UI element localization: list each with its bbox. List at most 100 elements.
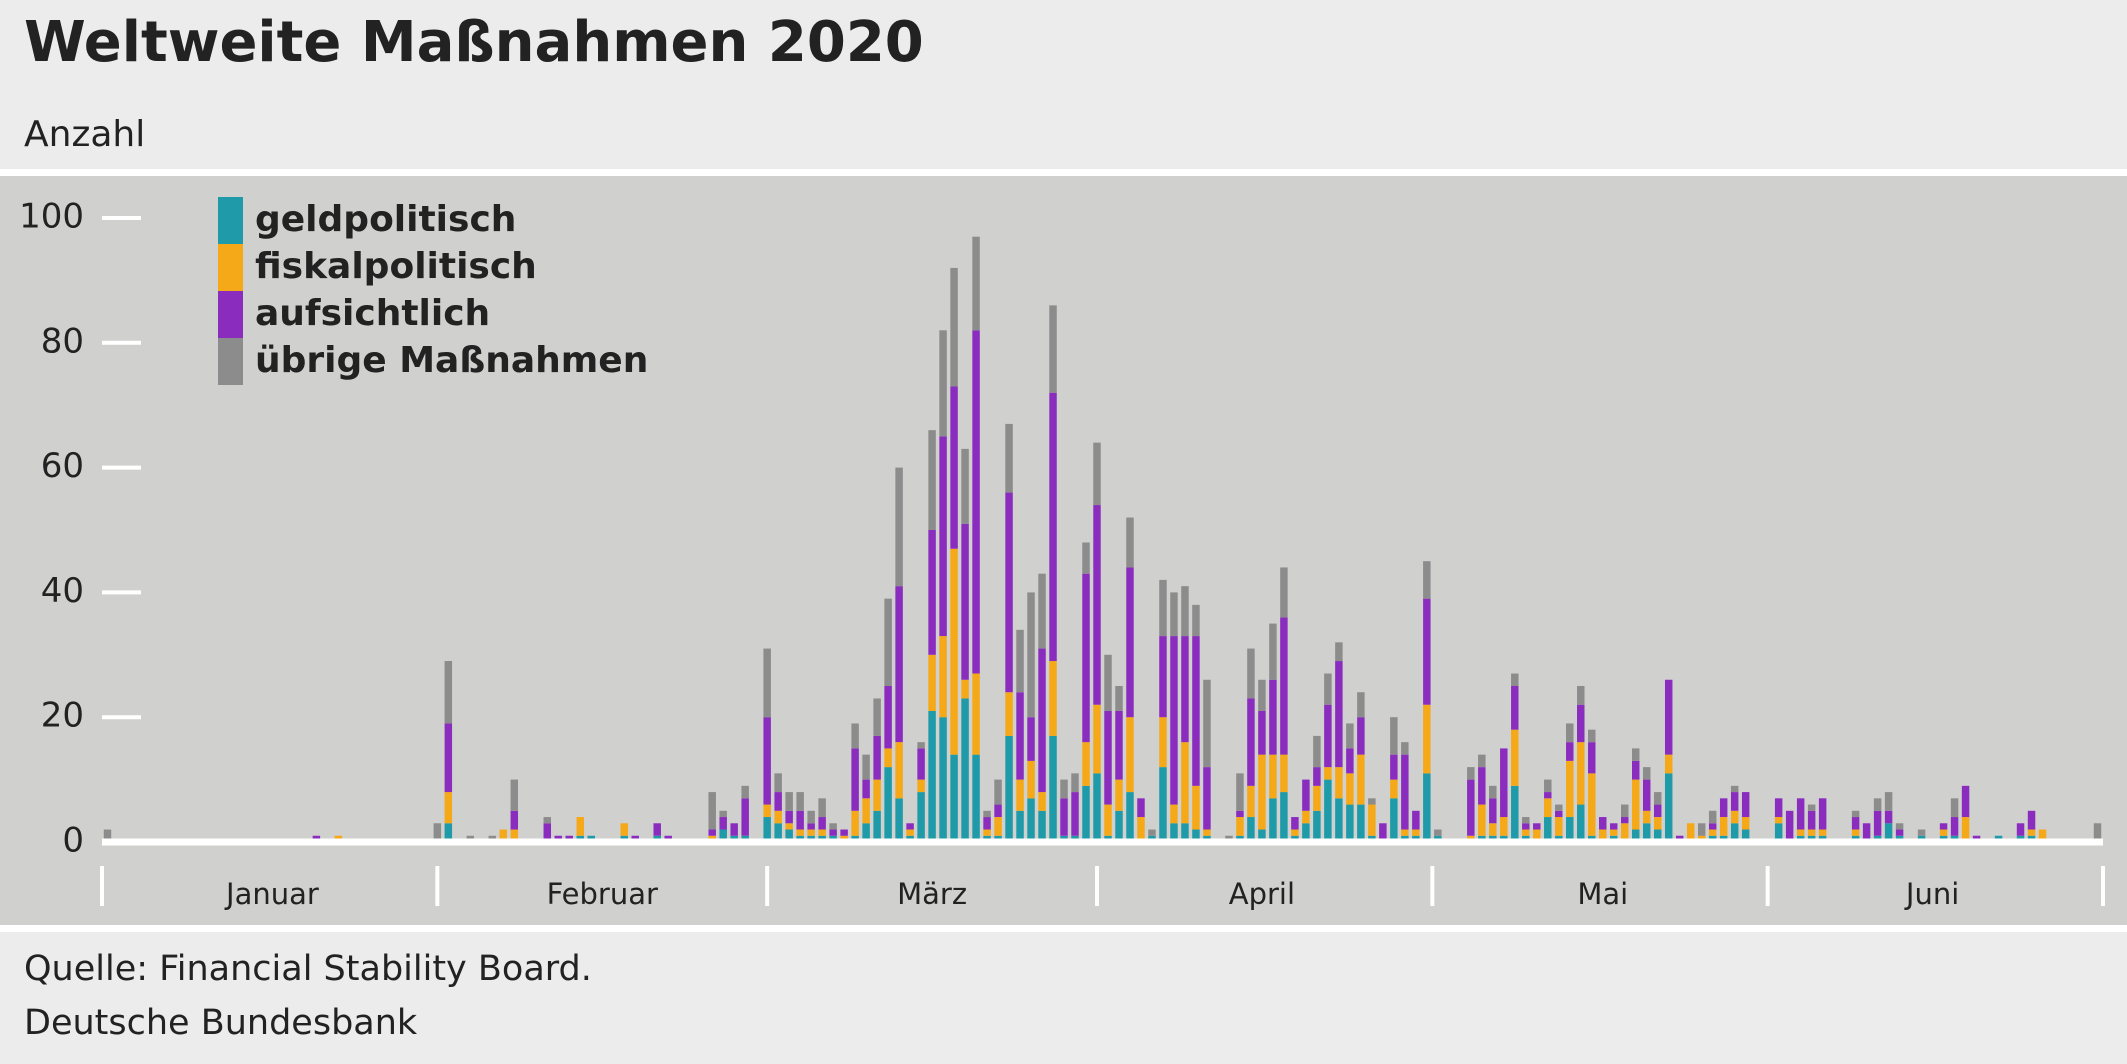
- bar-segment: [1346, 748, 1354, 774]
- bar-segment: [1269, 754, 1277, 799]
- bar-segment: [1247, 648, 1255, 699]
- bar-segment: [1621, 823, 1629, 842]
- bar-segment: [1862, 823, 1871, 842]
- bar-segment: [939, 330, 947, 437]
- bar-segment: [1522, 823, 1530, 830]
- bar-segment: [1027, 592, 1035, 718]
- bar-segment: [1642, 779, 1651, 811]
- bar-segment: [928, 430, 936, 530]
- bar-segment: [1522, 817, 1530, 824]
- bar-segment: [1357, 692, 1365, 718]
- bar-segment: [708, 792, 716, 830]
- bar-segment: [1170, 636, 1178, 805]
- bar-segment: [1412, 810, 1420, 830]
- bar-segment: [1104, 654, 1112, 711]
- bar-segment: [1071, 773, 1079, 793]
- bar-segment: [895, 586, 903, 743]
- bar-segment: [1653, 829, 1662, 842]
- bar-segment: [1357, 754, 1365, 805]
- bar-segment: [1851, 817, 1860, 830]
- bar-segment: [1708, 810, 1717, 824]
- legend-swatch: [218, 291, 243, 338]
- bar-segment: [1170, 823, 1178, 842]
- bar-segment: [1555, 817, 1563, 836]
- bar-segment: [1653, 804, 1662, 818]
- bar-segment: [917, 792, 925, 842]
- y-tick-label: 80: [41, 321, 84, 361]
- subtitle: Anzahl: [24, 114, 145, 155]
- bar-segment: [829, 829, 837, 836]
- bar-segment: [906, 829, 914, 836]
- bar-segment: [1269, 798, 1277, 842]
- bar-segment: [1577, 686, 1585, 705]
- bar-segment: [1203, 829, 1211, 836]
- bar-segment: [884, 598, 892, 686]
- bar-segment: [1082, 573, 1090, 743]
- bar-segment: [2093, 823, 2102, 842]
- bar-segment: [1379, 823, 1387, 842]
- bar-segment: [1434, 829, 1442, 836]
- bar-segment: [1137, 798, 1145, 818]
- bar-segment: [873, 735, 881, 780]
- bar-segment: [1247, 785, 1255, 818]
- bar-segment: [1423, 561, 1431, 599]
- bar-segment: [510, 810, 519, 830]
- bar-segment: [1203, 767, 1211, 830]
- bar-segment: [1697, 823, 1706, 836]
- bar-segment: [1884, 792, 1893, 811]
- bar-segment: [1807, 810, 1816, 830]
- bar-segment: [1335, 661, 1343, 768]
- bar-segment: [851, 748, 859, 811]
- bar-segment: [1664, 754, 1673, 774]
- bar-segment: [796, 792, 804, 811]
- bar-segment: [1390, 717, 1398, 755]
- bar-segment: [1423, 598, 1431, 705]
- bar-segment: [1796, 829, 1805, 836]
- bar-segment: [1291, 829, 1299, 836]
- bar-segment: [939, 717, 947, 842]
- bar-segment: [1577, 804, 1585, 842]
- bar-segment: [1851, 829, 1860, 836]
- bar-segment: [862, 754, 870, 780]
- bar-segment: [1280, 754, 1288, 793]
- bar-segment: [873, 810, 881, 842]
- bar-segment: [774, 823, 782, 842]
- bar-segment: [1522, 829, 1530, 836]
- bar-segment: [1313, 810, 1321, 842]
- bar-segment: [763, 817, 771, 842]
- bar-segment: [433, 823, 442, 842]
- chart-title: Weltweite Maßnahmen 2020: [24, 10, 924, 75]
- legend-swatch: [218, 197, 243, 244]
- bar-segment: [862, 798, 870, 824]
- bar-segment: [1774, 798, 1783, 818]
- bar-segment: [1500, 748, 1508, 818]
- bar-segment: [763, 804, 771, 818]
- legend-swatch: [218, 244, 243, 291]
- bar-segment: [917, 779, 925, 793]
- bar-segment: [1642, 767, 1651, 780]
- bar-segment: [1588, 773, 1596, 836]
- bar-segment: [1115, 710, 1123, 780]
- x-tick-label: April: [1229, 877, 1295, 911]
- separator: [0, 925, 2127, 932]
- bar-segment: [1730, 792, 1739, 811]
- bar-segment: [1621, 817, 1629, 824]
- bar-segment: [1500, 817, 1508, 836]
- separator: [0, 169, 2127, 176]
- bar-segment: [1653, 792, 1662, 805]
- bar-segment: [1412, 829, 1420, 836]
- bar-segment: [1423, 704, 1431, 774]
- bar-segment: [653, 823, 661, 836]
- bar-segment: [1093, 442, 1101, 506]
- credit: Deutsche Bundesbank: [24, 1003, 418, 1043]
- bar-segment: [1741, 792, 1750, 818]
- bar-segment: [939, 636, 947, 718]
- bar-segment: [939, 436, 947, 637]
- bar-segment: [961, 698, 969, 842]
- bar-segment: [1423, 773, 1431, 842]
- bar-segment: [818, 798, 826, 818]
- bar-segment: [895, 742, 903, 799]
- bar-segment: [763, 717, 771, 805]
- bar-segment: [972, 673, 980, 755]
- bar-segment: [1093, 773, 1101, 842]
